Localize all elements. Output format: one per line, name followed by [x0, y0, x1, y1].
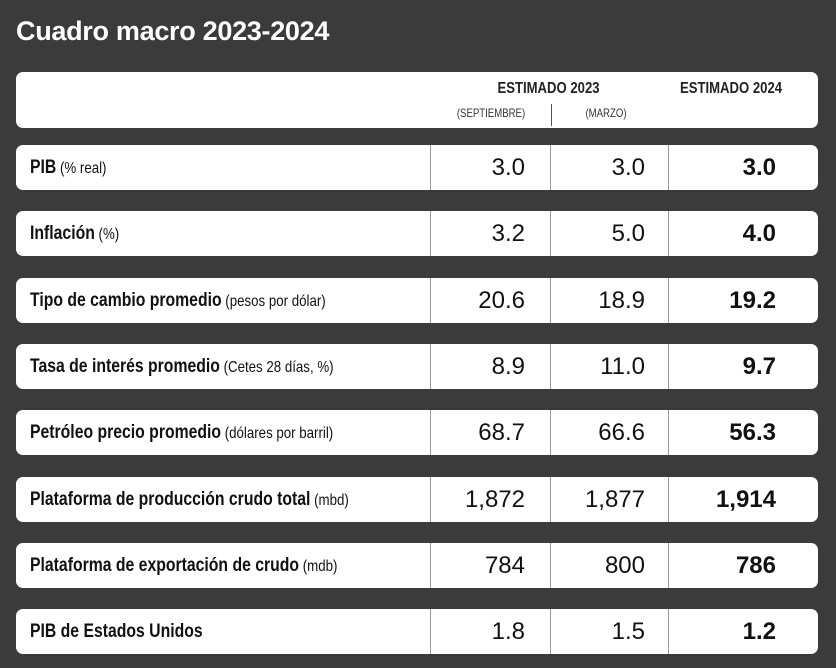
cell-value: 19.2	[729, 286, 776, 314]
cell-value: 3.0	[742, 154, 776, 181]
cell-divider	[430, 542, 431, 588]
table-header: ESTIMADO 2023 (SEPTIEMBRE) (MARZO) ESTIM…	[16, 72, 818, 128]
cell-divider	[668, 410, 669, 456]
row-label: Plataforma de producción crudo total (mb…	[30, 477, 349, 522]
header-divider	[551, 104, 552, 126]
cell-divider	[430, 277, 431, 323]
cell-divider	[550, 609, 551, 655]
table-row: Tasa de interés promedio (Cetes 28 días,…	[16, 343, 818, 389]
cell-divider	[668, 145, 669, 190]
row-label: Tipo de cambio promedio (pesos por dólar…	[30, 278, 326, 323]
row-label: Petróleo precio promedio (dólares por ba…	[30, 410, 333, 455]
cell-value: 66.6	[598, 419, 645, 447]
cell-value: 1.8	[491, 618, 525, 646]
cell-divider	[668, 211, 669, 257]
row-unit: (mbd)	[314, 491, 349, 509]
cell-divider	[550, 542, 551, 588]
cell-value: 1.5	[611, 618, 645, 646]
table-row: Plataforma de producción crudo total (mb…	[16, 476, 818, 522]
cell-divider	[550, 476, 551, 522]
row-unit: (mdb)	[302, 557, 338, 575]
row-unit: (% real)	[59, 160, 107, 177]
cell-divider	[430, 609, 431, 655]
table-row: Petróleo precio promedio (dólares por ba…	[16, 410, 818, 456]
cell-value: 8.9	[491, 352, 525, 380]
row-unit: (Cetes 28 días, %)	[223, 358, 334, 376]
row-label: Inflación (%)	[30, 211, 119, 256]
row-title: Plataforma de exportación de crudo	[30, 554, 300, 576]
page-title: Cuadro macro 2023-2024	[16, 16, 330, 46]
cell-divider	[430, 476, 431, 522]
table-row: PIB (% real) 3.0 3.0 3.0	[16, 145, 818, 190]
cell-value: 1.2	[742, 618, 776, 646]
row-title: Plataforma de producción crudo total	[30, 488, 311, 510]
cell-value: 784	[484, 551, 525, 579]
cell-divider	[430, 145, 431, 190]
cell-value: 1,877	[584, 485, 645, 513]
cell-divider	[668, 277, 669, 323]
cell-value: 20.6	[478, 286, 525, 314]
cell-divider	[668, 542, 669, 588]
cell-value: 18.9	[598, 286, 645, 314]
row-title: PIB	[30, 157, 57, 178]
row-title: Inflación	[30, 223, 95, 245]
cell-value: 5.0	[611, 220, 645, 248]
cell-divider	[550, 343, 551, 389]
cell-divider	[550, 410, 551, 456]
cell-divider	[430, 211, 431, 257]
header-last: ESTIMADO 2024	[679, 80, 783, 97]
cell-divider	[550, 145, 551, 190]
row-unit: (%)	[98, 226, 120, 244]
cell-value: 68.7	[478, 419, 525, 447]
row-label: Plataforma de exportación de crudo (mdb)	[30, 543, 337, 588]
cell-divider	[430, 410, 431, 456]
table-row: PIB de Estados Unidos 1.8 1.5 1.2	[16, 609, 818, 655]
cell-divider	[668, 476, 669, 522]
row-label: Tasa de interés promedio (Cetes 28 días,…	[30, 344, 334, 389]
cell-divider	[668, 343, 669, 389]
cell-divider	[668, 609, 669, 655]
cell-value: 3.0	[491, 154, 525, 181]
row-unit: (dólares por barril)	[224, 425, 334, 443]
cell-divider	[550, 211, 551, 257]
cell-value: 11.0	[600, 352, 645, 380]
cell-value: 3.2	[491, 220, 525, 248]
cell-value: 786	[735, 551, 776, 579]
row-unit: (pesos por dólar)	[225, 292, 326, 310]
cell-value: 56.3	[729, 419, 776, 447]
table-row: Tipo de cambio promedio (pesos por dólar…	[16, 277, 818, 323]
cell-value: 1,914	[715, 485, 776, 513]
row-label: PIB de Estados Unidos	[30, 609, 203, 654]
table-row: Plataforma de exportación de crudo (mdb)…	[16, 542, 818, 588]
row-title: Petróleo precio promedio	[30, 422, 222, 444]
row-title: Tipo de cambio promedio	[30, 289, 222, 311]
cell-value: 4.0	[742, 220, 776, 248]
row-title: PIB de Estados Unidos	[30, 621, 203, 643]
cell-value: 9.7	[742, 352, 776, 380]
header-sub: (SEPTIEMBRE)	[456, 106, 526, 120]
cell-value: 1,872	[464, 485, 525, 513]
header-sub: (MARZO)	[585, 106, 627, 120]
cell-divider	[550, 277, 551, 323]
cell-value: 800	[604, 551, 645, 579]
table-row: Inflación (%) 3.2 5.0 4.0	[16, 211, 818, 257]
cell-value: 3.0	[611, 154, 645, 181]
cell-divider	[430, 343, 431, 389]
row-label: PIB (% real)	[30, 145, 106, 190]
row-title: Tasa de interés promedio	[30, 355, 220, 377]
header-group: ESTIMADO 2023	[497, 80, 600, 97]
